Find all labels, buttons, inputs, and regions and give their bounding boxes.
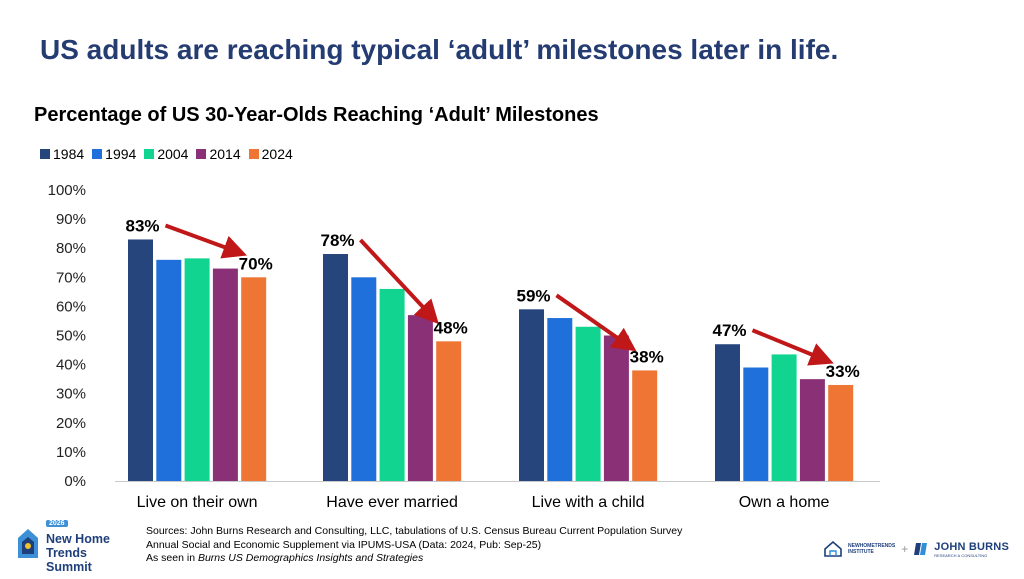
legend-label: 1994 [105,146,137,162]
legend-swatch [40,149,50,159]
trend-arrow [359,238,439,325]
page-headline: US adults are reaching typical ‘adult’ m… [40,34,839,65]
legend-swatch [144,149,155,159]
legend-label: 2014 [209,146,241,162]
data-label: 78% [320,231,354,250]
data-label: 47% [712,321,746,340]
bar-2004-0 [184,258,210,481]
bar-1984-3 [715,344,740,481]
bar-1984-2 [519,309,544,481]
bar-2014-2 [603,335,629,481]
summit-name: New Home Trends Summit [46,532,136,574]
bar-1984-1 [323,254,348,481]
data-label: 38% [630,347,664,366]
plus-sign: + [901,542,909,556]
partner-logos: NEWHOMETRENDS INSTITUTE + JOHN BURNS RES… [824,538,1014,560]
bar-2004-1 [379,288,405,481]
bar-2024-3 [828,384,854,481]
y-tick-label: 0% [64,473,86,490]
y-tick-label: 10% [56,444,86,461]
data-label: 33% [826,362,860,381]
nht-name: NEWHOMETRENDS [848,543,896,549]
nht-sub: INSTITUTE [848,549,874,555]
y-tick-label: 40% [56,357,86,374]
bar-2014-3 [799,379,825,481]
data-label: 83% [125,216,159,235]
legend-label: 2024 [261,146,293,162]
bar-1994-3 [743,367,769,481]
y-tick-label: 30% [56,386,86,403]
sources-note: Sources: John Burns Research and Consult… [146,525,682,566]
jb-sub: RESEARCH & CONSULTING [934,552,988,558]
legend-item-1984: 1984 [40,146,84,162]
y-tick-label: 70% [56,269,86,286]
bar-2024-1 [436,341,462,481]
summit-year-badge: 2026 [46,520,68,527]
trend-arrow [555,293,637,352]
bar-1994-0 [156,259,182,481]
trend-arrows [164,223,834,366]
sources-line-3: As seen in Burns US Demographics Insight… [146,552,682,566]
x-axis-categories: Live on their own Have ever married Live w… [137,494,830,511]
summit-logo: 2026 New Home Trends Summit [16,518,136,574]
legend-swatch [92,149,103,159]
chart-title: Percentage of US 30-Year-Olds Reaching ‘… [34,104,599,126]
y-axis: 0% 10% 20% 30% 40% 50% 60% 70% 80% 90% 100% [48,182,86,490]
y-tick-label: 60% [56,298,86,315]
bar-1994-1 [351,277,377,481]
jb-logo-text: JOHN BURNS RESEARCH & CONSULTING [934,541,1009,558]
data-label: 48% [434,318,468,337]
bar-1984-0 [128,239,153,481]
house-icon [18,529,38,558]
data-label: 70% [239,254,273,273]
bar-2024-2 [632,370,658,481]
sources-line-3-prefix: As seen in [146,552,198,564]
sources-line-1: Sources: John Burns Research and Consult… [146,525,683,537]
category-label: Live on their own [137,494,258,511]
summit-name-line-1: New Home [46,532,110,546]
bar-1994-2 [547,318,573,481]
jb-mark-icon [914,543,928,555]
bar-2014-1 [407,315,433,481]
jb-name: JOHN BURNS [934,540,1009,553]
category-label: Own a home [739,494,830,511]
data-label: 59% [516,286,550,305]
nht-house-icon [824,541,842,557]
y-tick-label: 100% [48,182,86,199]
legend-item-1994: 1994 [92,146,136,162]
chart-legend: 1984 1994 2004 2014 2024 [40,146,293,162]
summit-name-line-2: Trends Summit [46,546,92,574]
bar-2004-3 [771,354,797,481]
legend-label: 1984 [53,146,85,162]
category-label: Have ever married [326,494,458,511]
legend-item-2014: 2014 [196,146,241,162]
legend-swatch [248,149,259,159]
y-tick-label: 90% [56,211,86,228]
category-label: Live with a child [532,494,645,511]
y-tick-label: 50% [56,328,86,345]
legend-label: 2004 [157,146,189,162]
sources-line-2: Annual Social and Economic Supplement vi… [146,538,542,551]
trend-arrow [751,328,834,366]
legend-swatch [196,149,207,159]
bar-2014-0 [212,268,238,481]
nht-logo-text: NEWHOMETRENDS INSTITUTE [848,543,895,555]
sources-line-3-title: Burns US Demographics Insights and Strat… [197,552,424,564]
bar-2024-0 [241,277,267,481]
data-labels: 83% 70% 78% 48% 59% 38% 47% 33% [125,216,859,381]
legend-item-2004: 2004 [144,146,188,162]
y-tick-label: 80% [56,240,86,257]
trend-arrow [164,223,247,259]
y-tick-label: 20% [56,415,86,432]
bar-2004-2 [575,326,601,481]
bars [128,239,854,481]
legend-item-2024: 2024 [248,146,293,162]
